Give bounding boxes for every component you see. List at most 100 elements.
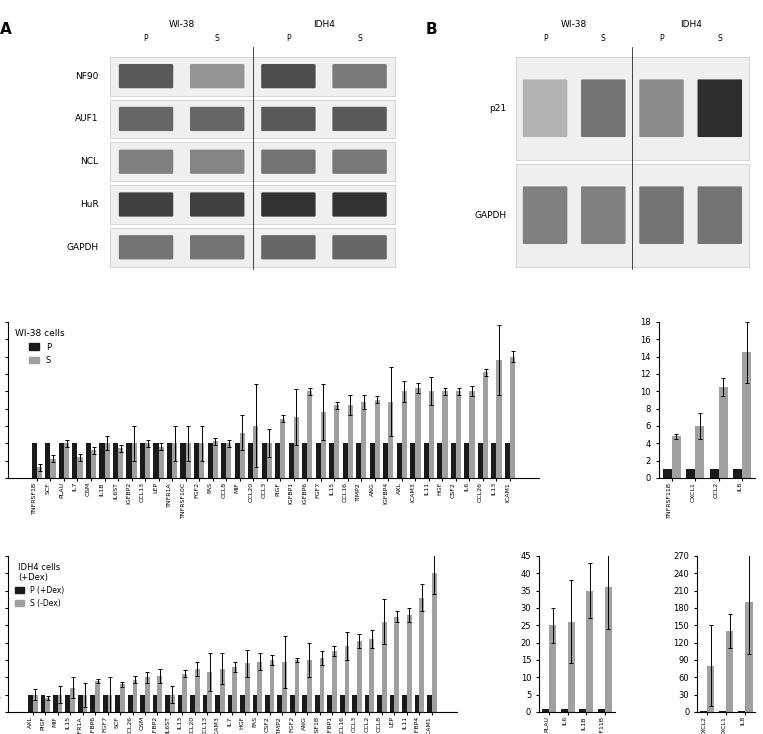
Bar (402, 694, 407, 712)
Bar (280, 419, 285, 478)
FancyBboxPatch shape (261, 106, 316, 131)
Bar (118, 448, 123, 478)
Bar (357, 641, 362, 712)
Bar (178, 694, 182, 712)
Bar (120, 684, 125, 712)
FancyBboxPatch shape (119, 192, 173, 217)
Bar (182, 674, 187, 712)
Bar (199, 443, 204, 478)
Bar (443, 391, 448, 478)
Bar (307, 391, 312, 478)
Text: AUF1: AUF1 (75, 115, 98, 123)
Bar (302, 443, 307, 478)
Bar (307, 660, 312, 712)
Bar (270, 660, 275, 712)
FancyBboxPatch shape (333, 192, 387, 217)
FancyBboxPatch shape (697, 79, 742, 137)
Bar (234, 443, 240, 478)
FancyBboxPatch shape (119, 64, 173, 88)
Bar (356, 443, 362, 478)
Bar (240, 433, 245, 478)
Bar (95, 680, 100, 712)
Bar (181, 443, 185, 478)
Bar (203, 694, 208, 712)
FancyBboxPatch shape (333, 106, 387, 131)
FancyBboxPatch shape (111, 228, 395, 266)
Bar (275, 443, 280, 478)
Bar (343, 443, 348, 478)
Bar (194, 443, 199, 478)
Bar (232, 667, 237, 712)
Bar (240, 694, 245, 712)
FancyBboxPatch shape (261, 192, 316, 217)
Bar (253, 694, 257, 712)
Bar (369, 639, 374, 712)
Bar (491, 443, 497, 478)
Bar (407, 615, 411, 712)
Bar (497, 360, 501, 478)
FancyBboxPatch shape (190, 150, 244, 174)
Bar (320, 658, 324, 712)
FancyBboxPatch shape (639, 79, 684, 137)
FancyBboxPatch shape (333, 64, 387, 88)
Bar (726, 631, 733, 712)
Bar (695, 426, 704, 478)
Bar (99, 443, 105, 478)
Bar (282, 661, 287, 712)
Bar (70, 688, 75, 712)
Bar (220, 669, 224, 712)
Bar (91, 450, 96, 478)
Bar (115, 694, 120, 712)
Bar (262, 443, 267, 478)
Bar (66, 694, 70, 712)
Bar (332, 651, 336, 712)
Bar (145, 443, 150, 478)
FancyBboxPatch shape (581, 186, 626, 244)
Bar (568, 622, 575, 712)
FancyBboxPatch shape (516, 57, 749, 160)
FancyBboxPatch shape (111, 185, 395, 224)
Bar (348, 405, 353, 478)
Bar (215, 694, 220, 712)
Text: P: P (286, 34, 291, 43)
Bar (59, 443, 64, 478)
Bar (140, 443, 145, 478)
Bar (390, 694, 394, 712)
Bar (316, 443, 320, 478)
Bar (549, 625, 556, 712)
Bar (167, 443, 172, 478)
Bar (290, 694, 295, 712)
Bar (248, 443, 253, 478)
Text: S: S (717, 34, 722, 43)
Bar (131, 443, 137, 478)
FancyBboxPatch shape (523, 79, 568, 137)
Bar (185, 443, 191, 478)
Bar (37, 468, 42, 478)
Bar (329, 443, 334, 478)
Bar (465, 443, 469, 478)
Bar (113, 443, 118, 478)
Bar (78, 457, 82, 478)
Text: NCL: NCL (81, 157, 98, 166)
Bar (719, 387, 728, 478)
Bar (190, 694, 195, 712)
FancyBboxPatch shape (261, 235, 316, 259)
Bar (561, 708, 568, 712)
Text: S: S (601, 34, 606, 43)
Bar (483, 372, 488, 478)
Bar (278, 694, 282, 712)
Bar (128, 694, 133, 712)
Bar (687, 469, 695, 478)
Text: P: P (659, 34, 664, 43)
FancyBboxPatch shape (190, 235, 244, 259)
FancyBboxPatch shape (119, 106, 173, 131)
Bar (397, 443, 402, 478)
Bar (334, 405, 340, 478)
Bar (362, 401, 366, 478)
Bar (410, 443, 415, 478)
Bar (663, 469, 672, 478)
FancyBboxPatch shape (639, 186, 684, 244)
FancyBboxPatch shape (190, 64, 244, 88)
FancyBboxPatch shape (190, 106, 244, 131)
Bar (605, 587, 612, 712)
